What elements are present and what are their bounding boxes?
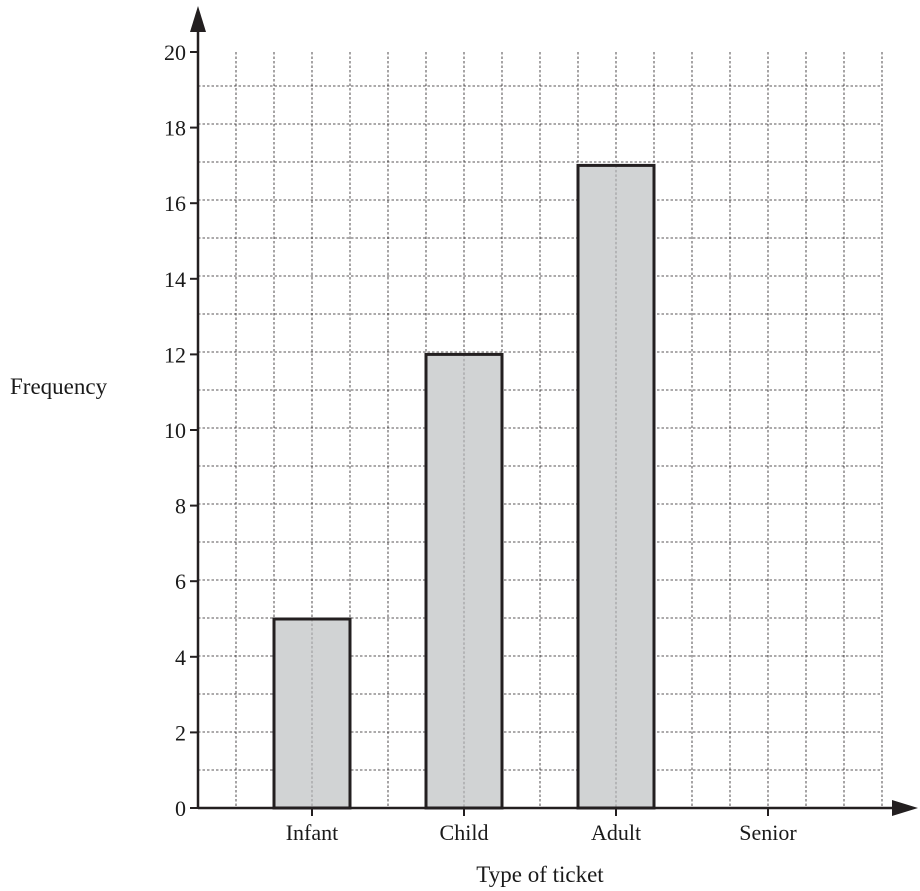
bars — [272, 163, 656, 810]
axes — [190, 6, 918, 816]
x-axis-label: Type of ticket — [476, 862, 604, 887]
y-tick-label: 18 — [164, 116, 186, 141]
x-ticks: Infant Child Adult Senior — [286, 808, 797, 845]
x-tick-label-child: Child — [440, 820, 489, 845]
x-tick-label-senior: Senior — [739, 820, 797, 845]
x-tick-label-adult: Adult — [591, 820, 641, 845]
x-axis-arrow-icon — [892, 800, 918, 816]
y-axis-label: Frequency — [10, 374, 108, 399]
y-ticks: 0 2 4 6 8 10 12 14 16 18 20 — [164, 40, 198, 821]
y-tick-label: 12 — [164, 342, 186, 367]
y-tick-label: 0 — [175, 796, 186, 821]
y-tick-label: 4 — [175, 645, 186, 670]
y-axis-arrow-icon — [190, 6, 206, 32]
y-tick-label: 14 — [164, 267, 186, 292]
y-tick-label: 2 — [175, 720, 186, 745]
y-tick-label: 8 — [175, 494, 186, 519]
y-tick-label: 10 — [164, 418, 186, 443]
y-tick-label: 20 — [164, 40, 186, 65]
y-tick-label: 16 — [164, 191, 186, 216]
y-tick-label: 6 — [175, 569, 186, 594]
x-tick-label-infant: Infant — [286, 820, 339, 845]
